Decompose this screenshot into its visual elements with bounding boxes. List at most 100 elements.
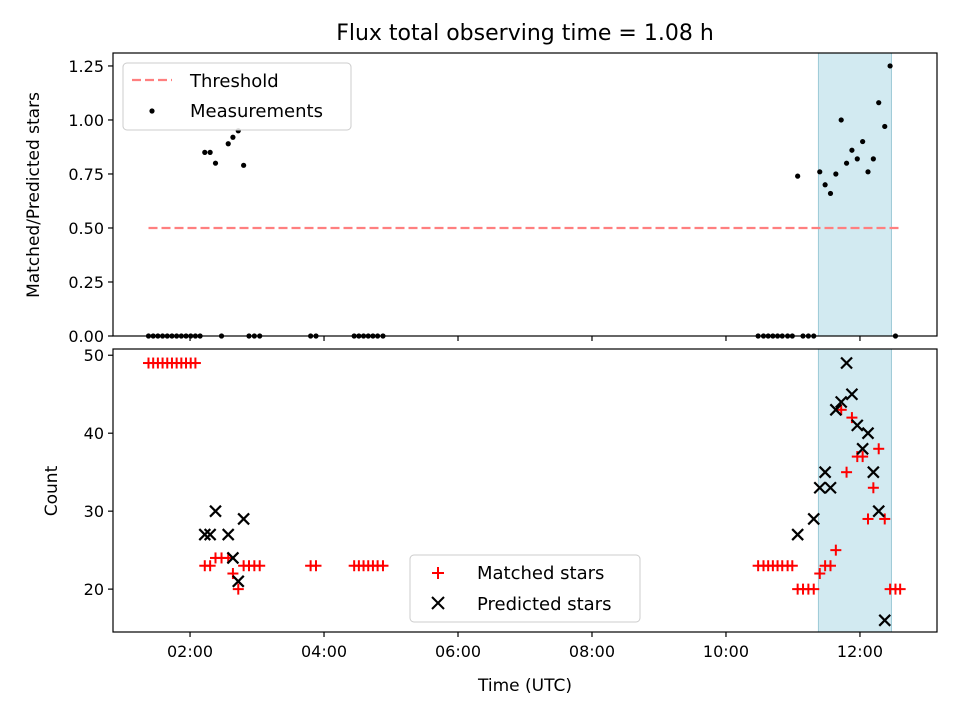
predicted-star-point — [851, 419, 864, 432]
matched-star-point — [879, 513, 891, 525]
measurement-point — [833, 171, 839, 177]
measurement-point — [838, 117, 844, 123]
count-points — [143, 356, 906, 627]
y-tick-label: 1.00 — [68, 111, 104, 130]
bottom-y-axis-label: Count — [42, 465, 62, 516]
predicted-star-point — [226, 551, 240, 565]
matched-star-point — [867, 482, 879, 494]
matched-star-point — [189, 357, 201, 369]
legend-predicted-swatch — [431, 596, 445, 610]
matched-star-point — [873, 443, 885, 455]
figure-title: Flux total observing time = 1.08 h — [336, 21, 714, 46]
y-tick-label: 1.25 — [68, 57, 104, 76]
measurement-point — [212, 160, 219, 166]
top-legend-box — [122, 62, 352, 131]
top-x-ticks — [189, 336, 861, 341]
legend-threshold-label: Threshold — [189, 71, 279, 92]
matched-star-point — [808, 583, 820, 595]
bottom-legend: Matched stars Predicted stars — [409, 554, 641, 623]
x-tick-label: 12:00 — [837, 642, 883, 661]
matched-star-point — [835, 404, 847, 416]
x-tick-label: 04:00 — [301, 642, 347, 661]
measurement-point — [230, 134, 236, 140]
predicted-star-point — [856, 442, 869, 456]
y-tick-label: 50 — [84, 346, 104, 365]
measurement-point — [860, 138, 866, 145]
measurement-point — [849, 147, 855, 153]
predicted-star-point — [231, 575, 245, 588]
predicted-star-point — [834, 395, 848, 409]
predicted-star-point — [221, 528, 235, 541]
measurement-point — [882, 123, 888, 130]
measurement-point — [827, 190, 834, 197]
bottom-x-ticks: 02:00 04:00 06:00 08:00 10:00 12:00 — [167, 632, 883, 661]
measurement-point — [854, 156, 860, 162]
matched-star-point — [824, 560, 836, 572]
predicted-star-point — [818, 465, 832, 479]
measurement-point — [876, 100, 882, 106]
legend-measurements-label: Measurements — [190, 101, 323, 122]
measurement-point — [225, 141, 231, 147]
x-tick-label: 08:00 — [569, 642, 615, 661]
top-y-axis-label: Matched/Predicted stars — [24, 92, 44, 298]
bottom-legend-box — [409, 554, 641, 623]
measurement-point — [887, 63, 893, 69]
predicted-star-point — [861, 426, 875, 440]
top-axes-frame — [112, 52, 938, 337]
predicted-star-point — [203, 528, 217, 541]
measurement-point — [795, 173, 801, 179]
measurement-point — [207, 149, 213, 155]
predicted-star-point — [237, 512, 250, 526]
top-y-ticks: 0.00 0.25 0.50 0.75 1.00 1.25 — [68, 57, 113, 346]
measurement-point — [865, 169, 871, 175]
legend-measurements-swatch — [149, 108, 155, 114]
predicted-star-point — [198, 528, 212, 541]
y-tick-label: 20 — [84, 580, 104, 599]
measurement-point — [843, 160, 850, 166]
matched-star-point — [814, 568, 826, 580]
matched-star-point — [857, 451, 869, 463]
y-tick-label: 30 — [84, 502, 104, 521]
predicted-star-point — [878, 614, 892, 627]
legend-predicted-label: Predicted stars — [477, 594, 611, 615]
matched-star-point — [310, 560, 322, 572]
predicted-star-point — [845, 387, 859, 401]
predicted-star-point — [791, 528, 804, 541]
top-legend: Threshold Measurements — [122, 62, 352, 131]
matched-star-point — [841, 466, 853, 478]
matched-star-point — [377, 560, 389, 572]
matched-star-point — [830, 544, 842, 556]
predicted-star-point — [807, 512, 821, 526]
y-tick-label: 0.50 — [68, 219, 104, 238]
y-tick-label: 0.25 — [68, 273, 104, 292]
matched-star-point — [786, 560, 798, 572]
matched-star-point — [894, 583, 906, 595]
predicted-star-point — [840, 356, 853, 370]
y-tick-label: 0.00 — [68, 327, 104, 346]
x-tick-label: 02:00 — [167, 642, 213, 661]
matched-star-point — [232, 583, 244, 595]
measurement-point — [822, 182, 828, 188]
predicted-star-point — [813, 481, 827, 495]
y-tick-label: 40 — [84, 424, 104, 443]
measurement-point — [870, 156, 876, 162]
predicted-star-point — [867, 465, 880, 479]
measurement-point — [241, 162, 247, 168]
predicted-star-point — [824, 481, 837, 495]
matched-star-point — [862, 513, 874, 525]
predicted-star-point — [829, 403, 843, 417]
bottom-y-ticks: 20 30 40 50 — [84, 346, 113, 599]
x-tick-label: 10:00 — [703, 642, 749, 661]
predicted-star-point — [872, 504, 885, 518]
x-tick-label: 06:00 — [435, 642, 481, 661]
top-panel: 0.00 0.25 0.50 0.75 1.00 1.25 Matched/Predict… — [24, 52, 938, 346]
matched-star-point — [254, 560, 266, 572]
legend-matched-label: Matched stars — [477, 563, 604, 584]
x-axis-label: Time (UTC) — [477, 676, 572, 696]
predicted-star-point — [209, 504, 222, 518]
legend-matched-swatch — [432, 567, 444, 579]
bottom-axes-frame — [112, 348, 938, 633]
y-tick-label: 0.75 — [68, 165, 104, 184]
